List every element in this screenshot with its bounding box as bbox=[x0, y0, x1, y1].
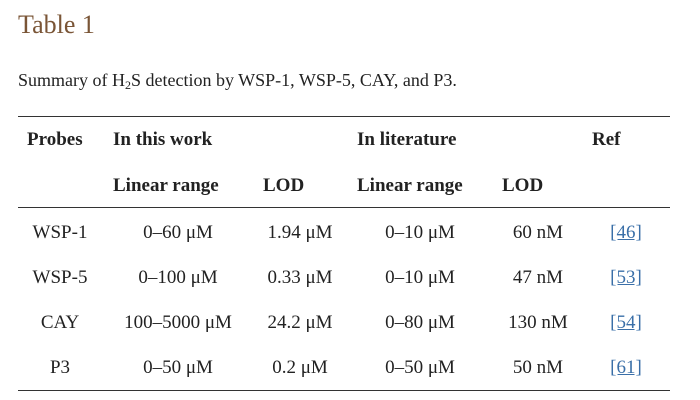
bottom-rule bbox=[18, 390, 670, 391]
table-cell: 1.94 μM bbox=[267, 222, 333, 243]
table-title: Table 1 bbox=[18, 10, 95, 39]
column-subheader: Linear range bbox=[357, 175, 463, 196]
table-cell: 0.2 μM bbox=[272, 357, 328, 378]
table-cell: 0–80 μM bbox=[385, 312, 455, 333]
header-rule bbox=[18, 207, 670, 208]
table-cell: 0–100 μM bbox=[138, 267, 218, 288]
table-cell: P3 bbox=[49, 357, 71, 378]
table-cell: 60 nM bbox=[512, 222, 564, 243]
reference-link[interactable]: [54] bbox=[610, 312, 642, 333]
table-cell: 47 nM bbox=[512, 267, 564, 288]
reference-link[interactable]: [46] bbox=[610, 222, 642, 243]
column-subheader: LOD bbox=[502, 175, 544, 196]
table-cell: WSP-1 bbox=[32, 222, 88, 243]
reference-link[interactable]: [53] bbox=[610, 267, 642, 288]
column-header: Probes bbox=[27, 129, 83, 150]
table-cell: WSP-5 bbox=[32, 267, 88, 288]
table-cell: 0–10 μM bbox=[385, 222, 455, 243]
table-cell: 130 nM bbox=[508, 312, 568, 333]
table-cell: 0.33 μM bbox=[267, 267, 333, 288]
reference-link[interactable]: [61] bbox=[610, 357, 642, 378]
table-cell: 0–10 μM bbox=[385, 267, 455, 288]
table-cell: 0–50 μM bbox=[143, 357, 213, 378]
column-header: Ref bbox=[592, 129, 621, 150]
table-cell: 100–5000 μM bbox=[124, 312, 232, 333]
column-subheader: LOD bbox=[263, 175, 305, 196]
table-cell: 50 nM bbox=[512, 357, 564, 378]
caption-subscript: 2 bbox=[125, 78, 131, 92]
column-header: In this work bbox=[113, 129, 213, 150]
caption-text: Summary of H bbox=[18, 70, 125, 90]
table-cell: CAY bbox=[40, 312, 80, 333]
table-caption: Summary of H2S detection by WSP-1, WSP-5… bbox=[18, 68, 457, 97]
table-cell: 0–60 μM bbox=[143, 222, 213, 243]
column-header: In literature bbox=[357, 129, 457, 150]
column-subheader: Linear range bbox=[113, 175, 219, 196]
top-rule bbox=[18, 116, 670, 117]
table-cell: 24.2 μM bbox=[267, 312, 333, 333]
table-cell: 0–50 μM bbox=[385, 357, 455, 378]
caption-text: S detection by WSP-1, WSP-5, CAY, and P3… bbox=[131, 70, 457, 90]
